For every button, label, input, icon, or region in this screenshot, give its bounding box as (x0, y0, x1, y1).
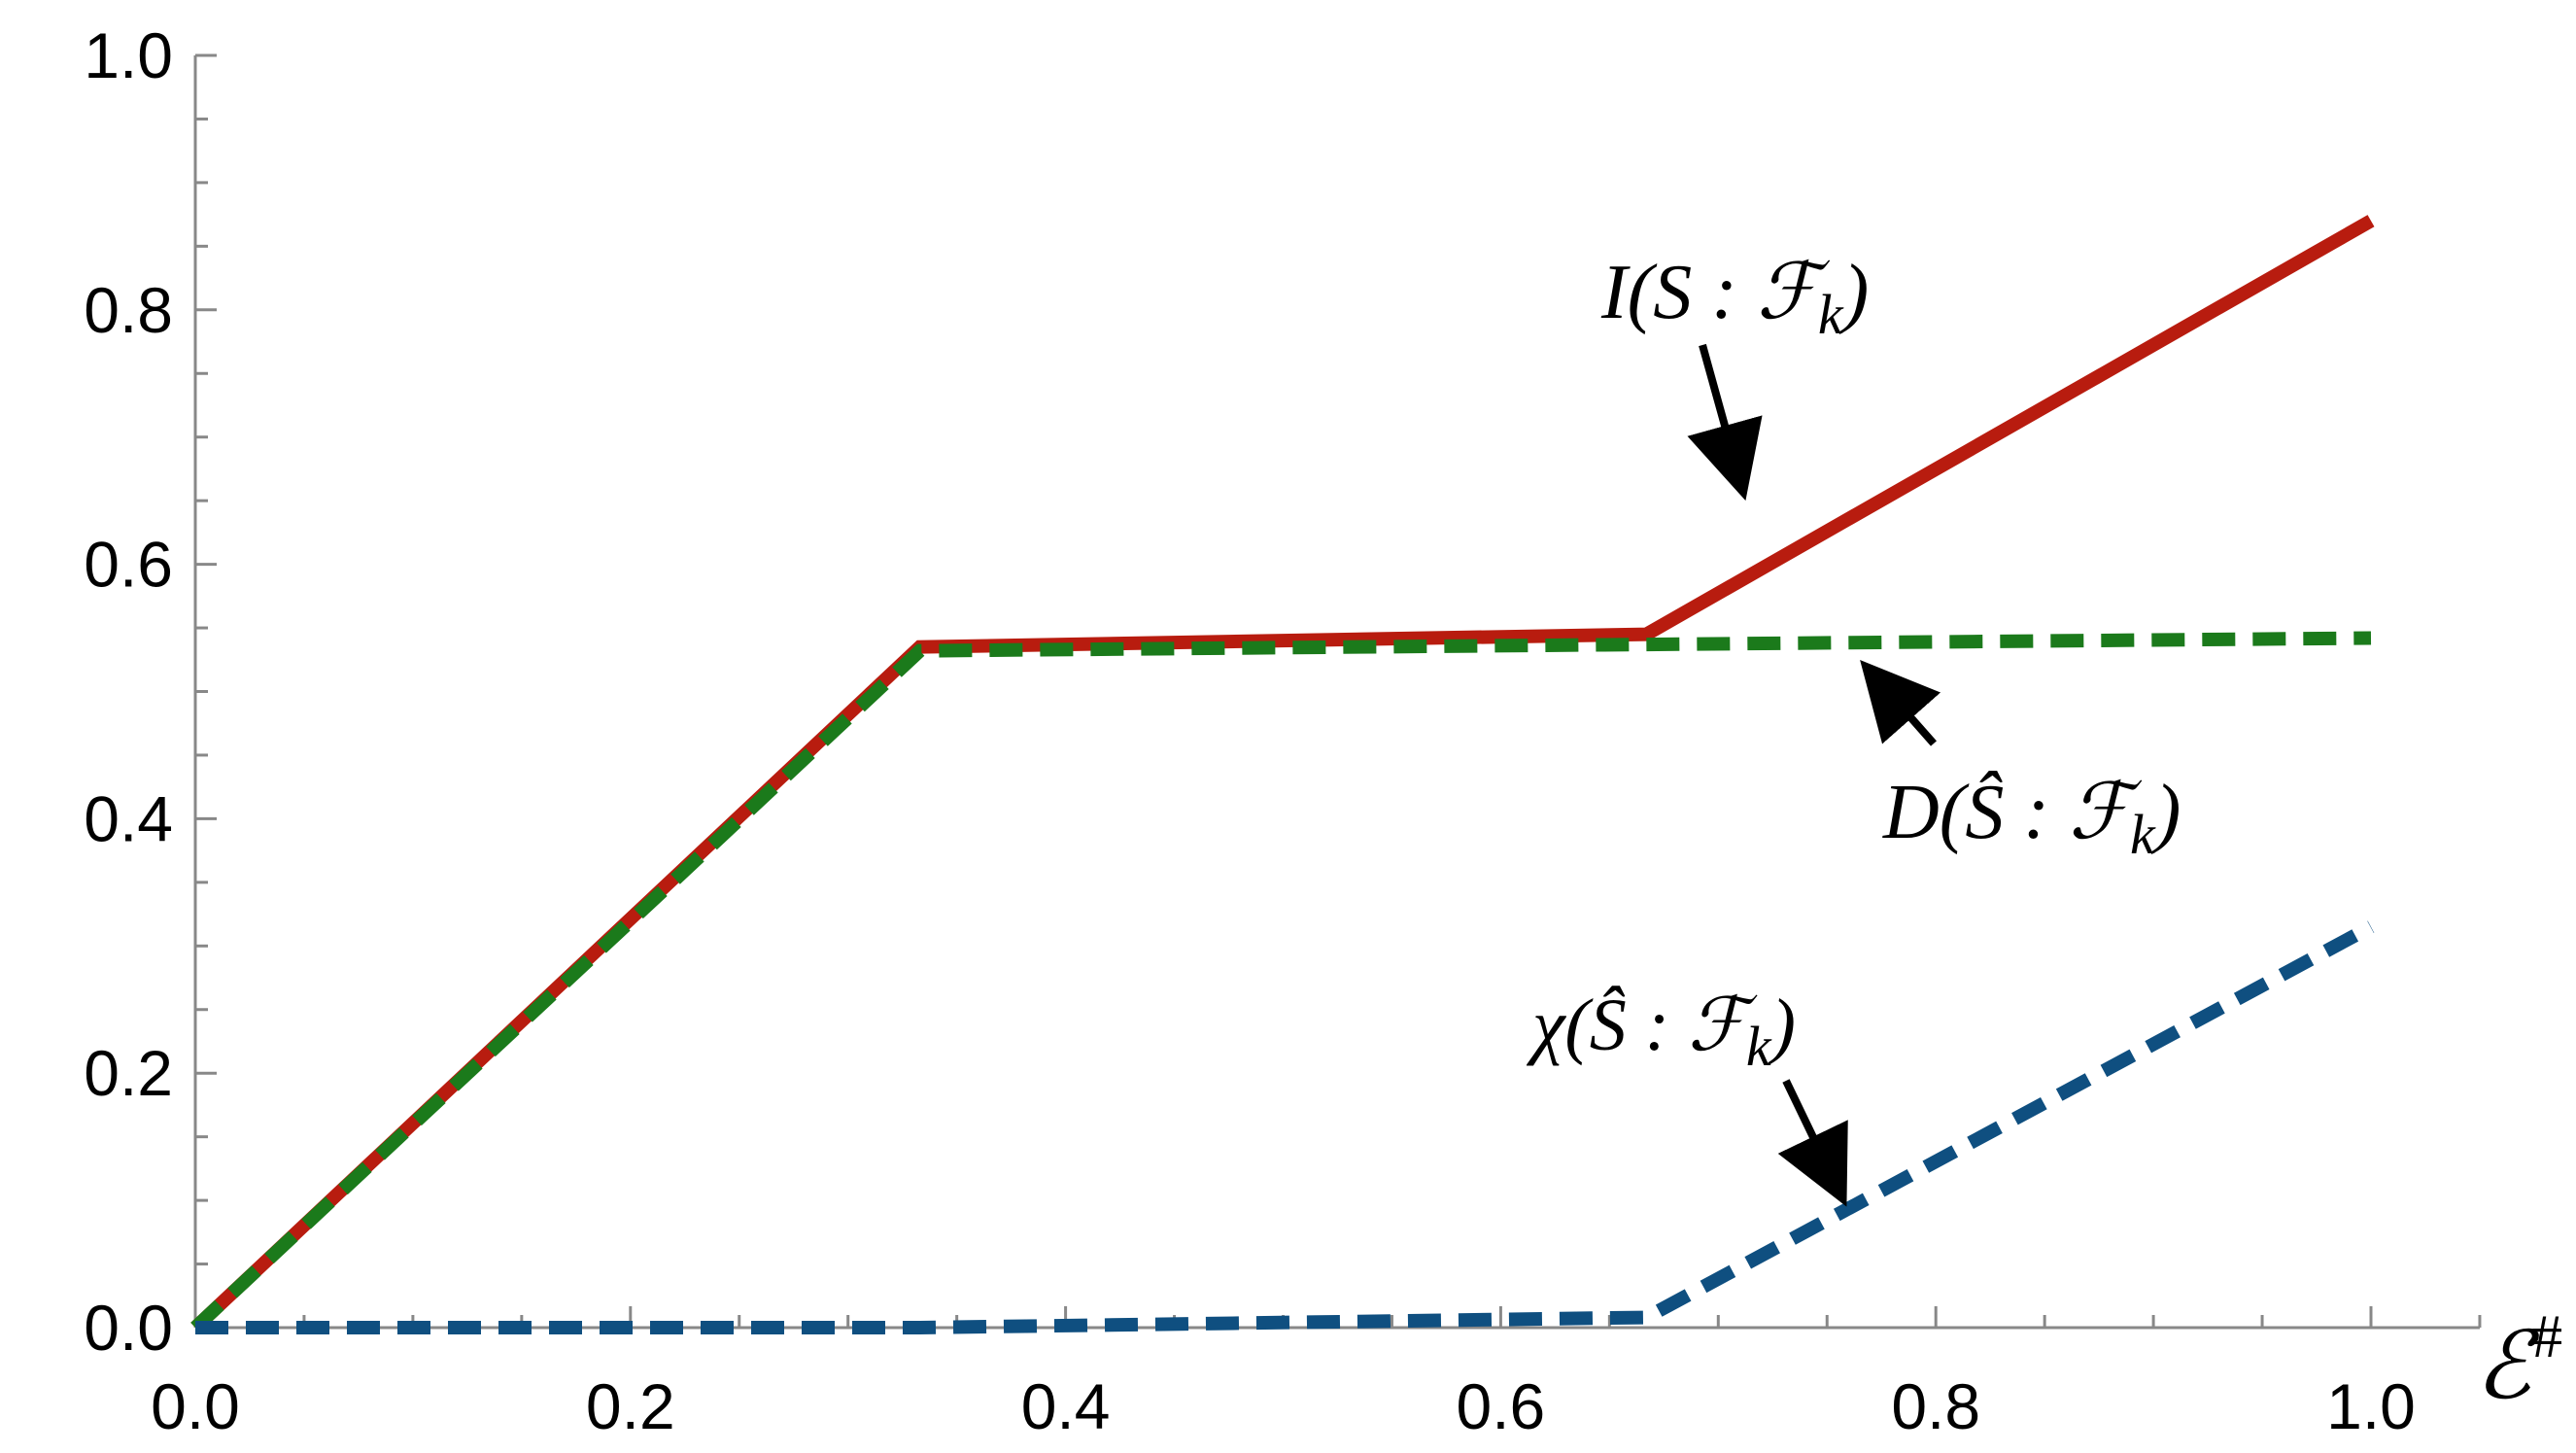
x-ticks: 0.0 0.2 0.4 0.6 0.8 1.0 (151, 1306, 2482, 1442)
series-d-s-fk (190, 631, 2372, 1333)
annotation-chi-s-fk: χ(Ŝ : ℱk) (1526, 985, 1796, 1078)
y-tick-label: 1.0 (84, 19, 173, 91)
x-tick-label: 0.6 (1457, 1370, 1546, 1442)
x-tick-label: 0.2 (586, 1370, 675, 1442)
annotation-arrow-d-s-fk (1860, 660, 1941, 746)
series-i-s-fk (190, 215, 2375, 1333)
y-tick-label: 0.6 (84, 529, 173, 601)
axes: 0.0 0.2 0.4 0.6 0.8 1.0 0.0 0.2 0.4 0.6 0.8 1.0 (84, 19, 2482, 1442)
y-tick-label: 0.0 (84, 1292, 173, 1364)
y-tick-label: 0.8 (84, 274, 173, 346)
series-chi-s-fk (195, 920, 2375, 1334)
y-tick-label: 0.2 (84, 1037, 173, 1109)
series-group (190, 215, 2375, 1334)
x-tick-label: 1.0 (2326, 1370, 2416, 1442)
y-ticks: 0.0 0.2 0.4 0.6 0.8 1.0 (84, 19, 217, 1364)
x-tick-label: 0.4 (1021, 1370, 1111, 1442)
x-axis-label: ℰ# (2475, 1301, 2562, 1418)
annotation-d-s-fk: D(Ŝ : ℱk) (1882, 770, 2181, 866)
annotation-i-s-fk: I(S : ℱk) (1600, 250, 1869, 346)
annotations: I(S : ℱk) D(Ŝ : ℱk) χ(Ŝ : ℱk) (1526, 250, 2181, 1207)
annotation-arrow-i-s-fk (1687, 343, 1763, 502)
annotation-arrow-chi-s-fk (1777, 1079, 1848, 1207)
y-tick-label: 0.4 (84, 782, 173, 854)
x-tick-label: 0.0 (151, 1370, 240, 1442)
x-tick-label: 0.8 (1891, 1370, 1980, 1442)
